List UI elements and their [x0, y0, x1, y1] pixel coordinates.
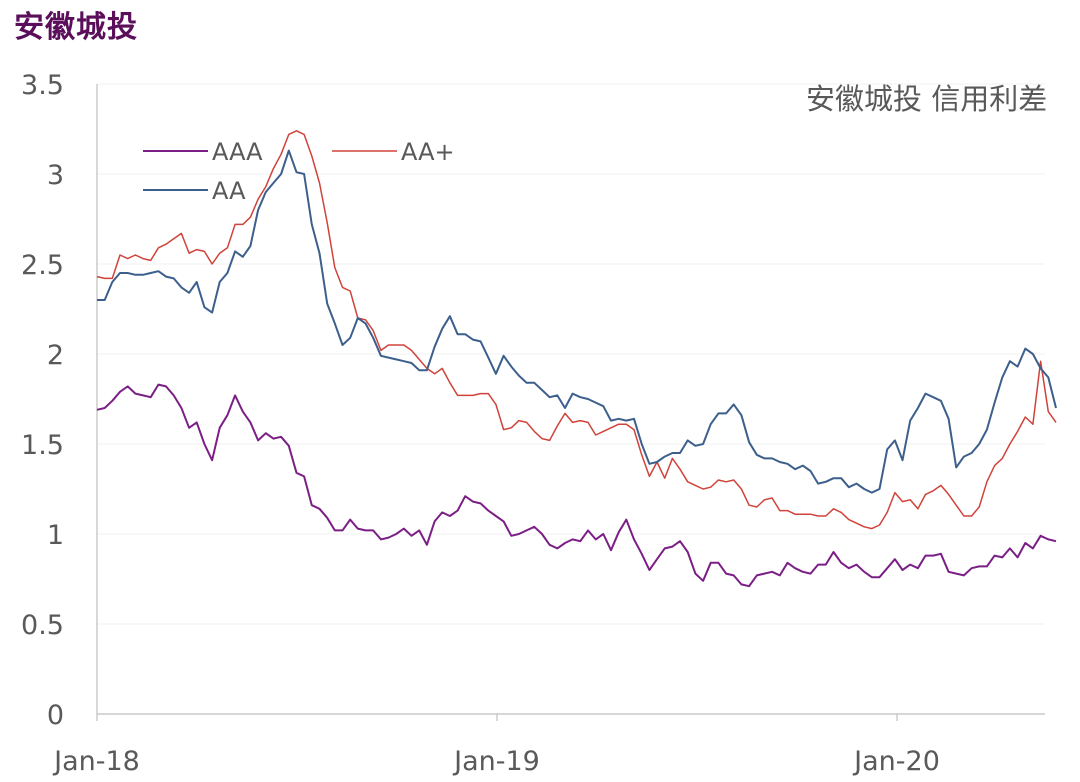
legend-label-aa: AA [212, 177, 246, 205]
y-tick-label: 3.5 [21, 70, 64, 101]
x-tick-label: Jan-19 [452, 746, 540, 777]
legend-label-aaa: AAA [212, 138, 263, 166]
y-tick-label: 3 [47, 160, 64, 191]
y-tick-label: 2 [47, 340, 64, 371]
y-tick-label: 0.5 [21, 610, 64, 641]
y-tick-label: 1 [47, 520, 64, 551]
legend-item-aa-plus[interactable]: AA+ [332, 138, 455, 166]
chart-title: 安徽城投 信用利差 [806, 82, 1047, 116]
legend-item-aaa[interactable]: AAA [143, 138, 263, 166]
y-tick-labels: 0 0.5 1 1.5 2 2.5 3 3.5 [21, 70, 64, 731]
series-line-aa-plus [96, 130, 1057, 530]
x-tick-label: Jan-18 [52, 746, 140, 777]
series-lines [96, 130, 1057, 588]
y-tick-label: 0 [47, 700, 64, 731]
series-line-aaa [96, 383, 1057, 588]
series-line-aa [97, 149, 1057, 494]
page-title: 安徽城投 [14, 10, 138, 45]
y-tick-label: 2.5 [21, 250, 64, 281]
y-tick-label: 1.5 [21, 430, 64, 461]
x-tick-labels: Jan-18 Jan-19 Jan-20 [52, 714, 940, 777]
axes [96, 84, 1045, 715]
x-tick-label: Jan-20 [852, 746, 940, 777]
legend-label-aa-plus: AA+ [401, 138, 455, 166]
gridlines [97, 83, 1045, 625]
legend-item-aa[interactable]: AA [143, 177, 246, 205]
legend: AAA AA+ AA [143, 138, 455, 205]
